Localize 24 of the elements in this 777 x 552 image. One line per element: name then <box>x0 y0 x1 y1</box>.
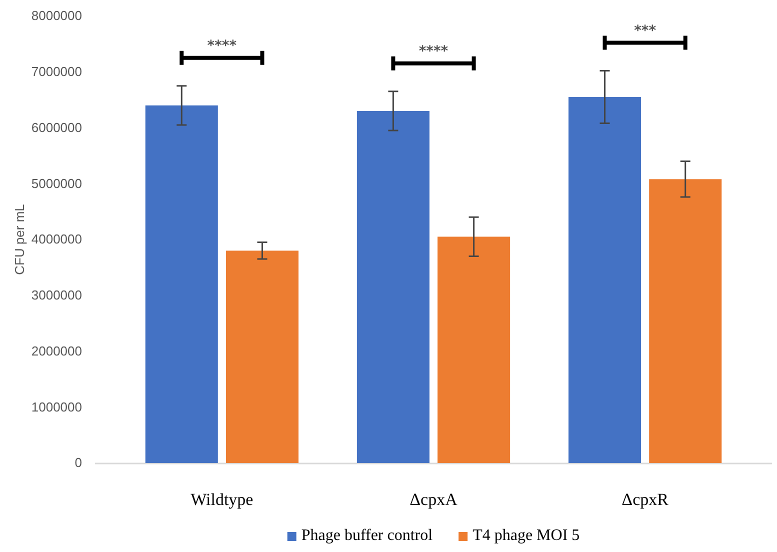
y-tick-label: 7000000 <box>31 64 82 80</box>
y-tick-label: 8000000 <box>31 8 82 24</box>
y-tick-label: 0 <box>74 455 82 470</box>
bar <box>649 179 722 463</box>
annotation: *** <box>634 22 657 39</box>
y-tick-label: 2000000 <box>31 343 82 358</box>
y-tick-label: 6000000 <box>31 120 82 135</box>
bar <box>438 236 510 463</box>
annotation: **** <box>207 38 238 54</box>
y-tick-label: 3000000 <box>31 288 82 303</box>
y-tick-label: 5000000 <box>31 176 82 191</box>
bar <box>568 97 642 463</box>
x-tick-label: Wildtype <box>190 490 254 510</box>
bar <box>356 110 430 463</box>
y-axis-title: CFU per mL <box>12 204 27 275</box>
bar <box>226 250 299 463</box>
x-tick-label: ΔcpxR <box>622 490 670 510</box>
legend-label: T4 phage MOI 5 <box>472 527 580 544</box>
y-tick-label: 1000000 <box>31 399 82 414</box>
legend-label: Phage buffer control <box>301 527 434 544</box>
bar <box>145 105 218 463</box>
x-tick-label: ΔcpxA <box>410 490 458 510</box>
annotation: **** <box>418 43 449 60</box>
y-tick-label: 4000000 <box>31 232 82 247</box>
